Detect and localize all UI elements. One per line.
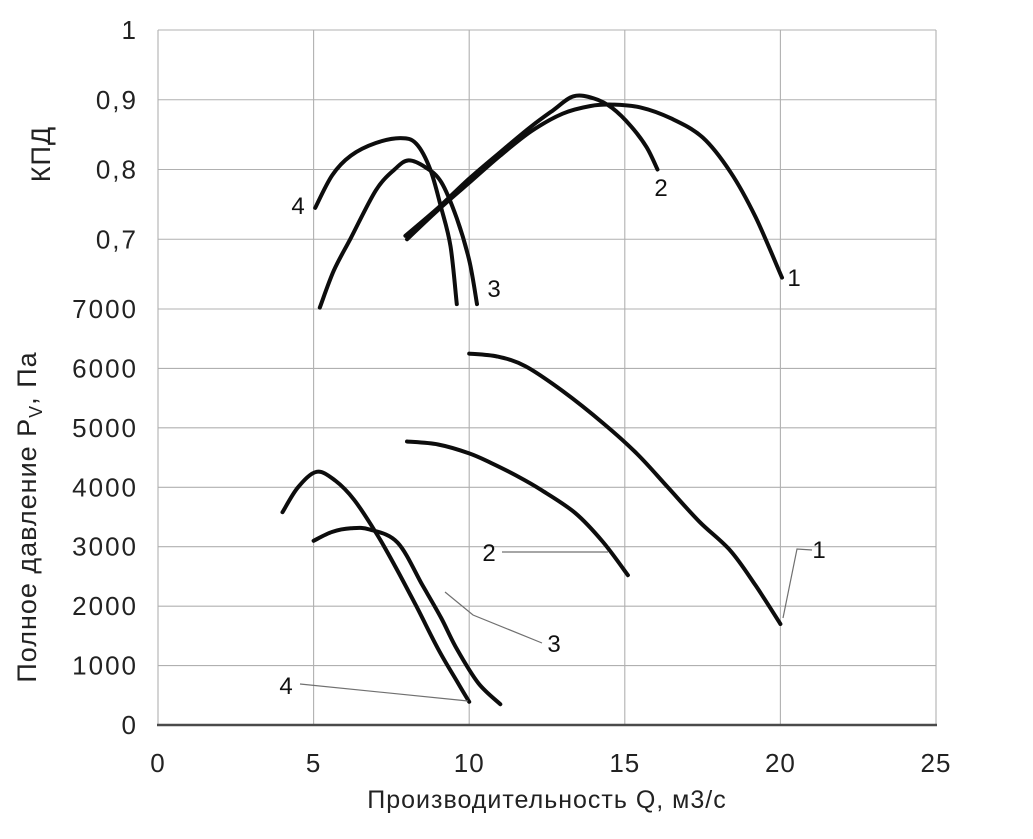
leader-line-3-pressure xyxy=(444,591,543,644)
y-tick-label-pressure: 3000 xyxy=(72,532,138,562)
curve-3-pressure xyxy=(311,525,503,707)
x-tick-label: 10 xyxy=(454,748,485,778)
x-tick-label: 25 xyxy=(921,748,952,778)
curve-label-2-efficiency: 2 xyxy=(654,175,667,202)
curve-label-1-pressure: 1 xyxy=(812,537,825,564)
curve-3-efficiency xyxy=(317,158,479,310)
y-axis-title-efficiency: КПД xyxy=(26,126,56,182)
y-tick-label-pressure: 7000 xyxy=(72,294,138,324)
y-tick-label-pressure: 0 xyxy=(122,710,138,740)
y-tick-label-pressure: 4000 xyxy=(72,472,138,502)
y-tick-label-pressure: 2000 xyxy=(72,591,138,621)
y-tick-label-pressure: 6000 xyxy=(72,353,138,383)
curve-1-efficiency xyxy=(405,102,784,280)
y-tick-label-efficiency: 0,8 xyxy=(96,155,138,185)
x-tick-label: 5 xyxy=(306,748,321,778)
curve-1-pressure xyxy=(467,351,783,626)
leader-line-4-pressure xyxy=(299,683,469,702)
curve-4-pressure xyxy=(280,469,472,704)
y-tick-label-efficiency: 0,7 xyxy=(96,224,138,254)
x-tick-label: 15 xyxy=(609,748,640,778)
curve-label-1-efficiency: 1 xyxy=(787,265,800,292)
curve-label-3-pressure: 3 xyxy=(547,631,560,658)
y-tick-label-efficiency: 0,9 xyxy=(96,85,138,115)
x-tick-label: 20 xyxy=(765,748,796,778)
y-tick-label-pressure: 1000 xyxy=(72,651,138,681)
leader-line-1-pressure xyxy=(782,548,813,619)
curve-4-efficiency xyxy=(313,136,459,307)
curve-2-pressure xyxy=(405,439,630,578)
curve-2-efficiency xyxy=(403,93,660,238)
curve-label-4-efficiency: 4 xyxy=(291,193,304,220)
y-tick-label-efficiency: 1 xyxy=(122,15,138,45)
y-axis-title-pressure: Полное давление PV, Па xyxy=(12,351,46,682)
y-tick-label-pressure: 5000 xyxy=(72,413,138,443)
x-axis-title: Производительность Q, м3/с xyxy=(367,786,726,814)
curve-label-3-efficiency: 3 xyxy=(487,276,500,303)
curve-label-4-pressure: 4 xyxy=(279,673,292,700)
curve-label-2-pressure: 2 xyxy=(482,540,495,567)
x-tick-label: 0 xyxy=(150,748,165,778)
